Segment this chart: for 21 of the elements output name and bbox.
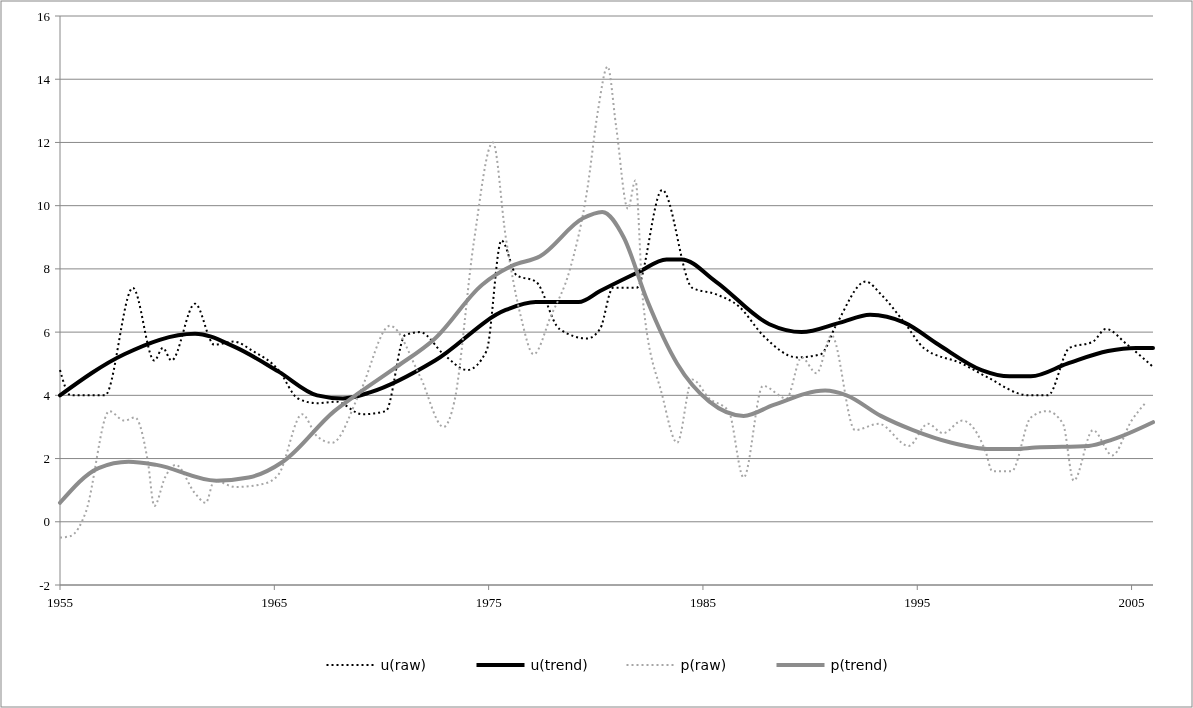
y-tick-label: 10 [37,198,50,214]
y-tick-label: 8 [43,261,50,277]
legend-label: p(trend) [830,656,888,673]
y-tick-label: 16 [37,8,51,24]
y-tick-label: 14 [37,71,51,87]
legend-label: u(trend) [530,656,588,673]
y-tick-label: -2 [39,577,50,593]
legend-label: u(raw) [380,656,427,673]
x-tick-label: 2005 [1118,595,1145,610]
x-tick-label: 1975 [475,595,502,610]
x-tick-label: 1965 [261,595,288,610]
y-tick-label: 12 [37,134,50,150]
x-tick-label: 1995 [904,595,931,610]
line-series [59,65,1148,539]
y-tick-label: 6 [43,324,51,340]
y-tick-label: 2 [43,451,50,467]
y-tick-label: 0 [43,514,50,530]
legend-label: p(raw) [680,656,727,673]
x-tick-label: 1955 [47,595,73,610]
y-tick-label: 4 [43,387,51,403]
x-tick-label: 1985 [689,595,716,610]
